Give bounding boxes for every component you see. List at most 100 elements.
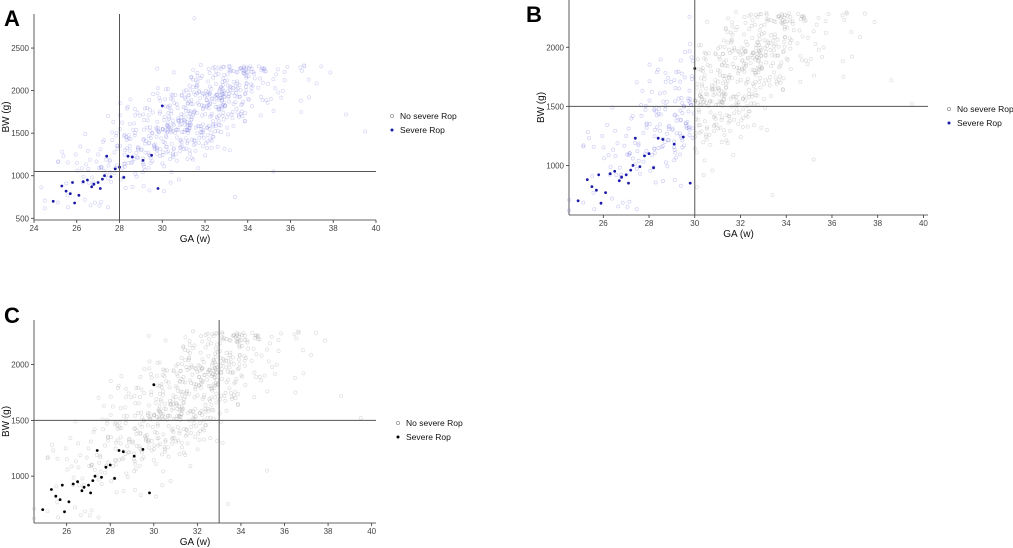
no-severe-point [751, 81, 756, 86]
no-severe-point [206, 384, 211, 389]
no-severe-point [191, 67, 196, 72]
no-severe-point [676, 96, 681, 101]
no-severe-point [252, 71, 257, 76]
no-severe-point [121, 455, 126, 460]
no-severe-point [191, 421, 196, 426]
no-severe-point [240, 114, 245, 119]
panel-c-letter: C [4, 303, 20, 328]
no-severe-point [276, 90, 281, 95]
no-severe-point [302, 63, 306, 68]
no-severe-point [581, 200, 586, 205]
no-severe-point [127, 148, 132, 153]
no-severe-point [61, 154, 66, 159]
severe-point [101, 177, 104, 181]
no-severe-point [183, 122, 188, 127]
no-severe-point [723, 25, 728, 30]
no-severe-point [764, 16, 769, 21]
no-severe-point [127, 121, 132, 126]
no-severe-point [672, 78, 677, 83]
no-severe-point [110, 404, 115, 409]
no-severe-point [679, 183, 683, 188]
no-severe-point [147, 141, 151, 146]
no-severe-point [266, 359, 271, 364]
no-severe-point [743, 98, 748, 103]
severe-point [82, 485, 86, 489]
no-severe-point [238, 66, 243, 71]
no-severe-point [168, 180, 173, 185]
no-severe-point [747, 109, 752, 114]
no-severe-point [725, 64, 730, 68]
no-severe-point [201, 91, 206, 96]
no-severe-point [227, 361, 232, 366]
no-severe-point [601, 145, 606, 150]
no-severe-point [719, 118, 724, 122]
no-severe-point [211, 382, 216, 387]
no-severe-point [89, 464, 94, 469]
no-severe-point [741, 115, 746, 120]
no-severe-point [654, 113, 659, 118]
severe-point [108, 463, 112, 467]
no-severe-point [306, 77, 311, 82]
no-severe-point [157, 409, 162, 414]
no-severe-point [234, 69, 239, 74]
no-severe-point [707, 132, 712, 137]
no-severe-point [172, 435, 177, 440]
no-severe-point [134, 127, 139, 132]
no-severe-point [758, 45, 763, 50]
no-severe-point [265, 468, 270, 473]
no-severe-point [259, 378, 264, 383]
no-severe-point [237, 66, 242, 71]
no-severe-point [704, 132, 708, 137]
severe-point [77, 193, 81, 197]
severe-point [113, 477, 116, 480]
no-severe-point [759, 54, 764, 59]
no-severe-point [178, 148, 183, 153]
no-severe-point [193, 435, 198, 440]
no-severe-point [192, 90, 197, 95]
no-severe-point [192, 343, 197, 348]
no-severe-point [189, 98, 194, 103]
no-severe-point [788, 14, 793, 19]
no-severe-point [232, 333, 237, 338]
no-severe-point [680, 101, 685, 105]
no-severe-point [260, 66, 265, 71]
no-severe-point [762, 38, 767, 43]
x-tick-label: 30 [149, 527, 158, 536]
no-severe-point [276, 349, 281, 353]
no-severe-point [698, 100, 703, 105]
no-severe-point [735, 65, 740, 70]
no-severe-point [132, 487, 137, 492]
no-severe-point [739, 118, 744, 123]
no-severe-point [682, 143, 686, 148]
no-severe-point [700, 66, 705, 70]
no-severe-point [204, 89, 209, 93]
no-severe-point [740, 66, 745, 71]
severe-point [160, 104, 164, 108]
no-severe-point [250, 83, 255, 88]
no-severe-point [268, 97, 273, 101]
no-severe-point [152, 413, 157, 417]
no-severe-point [199, 381, 204, 386]
no-severe-point [207, 84, 212, 89]
no-severe-point [222, 90, 227, 95]
no-severe-point [144, 436, 148, 441]
no-severe-point [137, 395, 142, 400]
no-severe-point [720, 81, 725, 86]
no-severe-point [778, 16, 783, 21]
no-severe-point [731, 64, 736, 69]
no-severe-point [193, 387, 198, 392]
x-axis-title: GA (w) [180, 234, 211, 245]
no-severe-point [738, 78, 743, 82]
no-severe-point [641, 159, 646, 164]
no-severe-point [206, 406, 210, 411]
no-severe-point [111, 120, 116, 124]
no-severe-point [231, 370, 236, 375]
no-severe-point [235, 86, 240, 91]
no-severe-point [222, 336, 226, 341]
no-severe-point [188, 88, 192, 93]
no-severe-point [721, 60, 726, 65]
no-severe-point [184, 365, 189, 369]
severe-point [98, 187, 102, 190]
severe-point [148, 491, 151, 495]
no-severe-point [763, 78, 768, 83]
